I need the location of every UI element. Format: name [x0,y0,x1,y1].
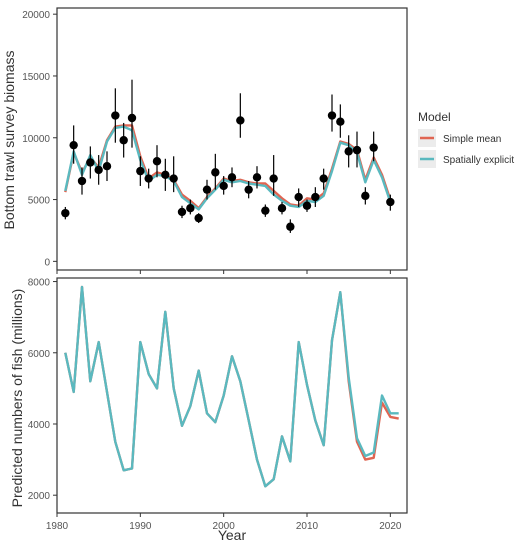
data-point [277,204,287,213]
y-tick-label: 10000 [22,134,50,145]
x-axis-label: Year [218,527,247,543]
data-point [319,174,328,183]
data-point [102,161,112,171]
bottom-panel: 2000 4000 6000 8000 1980 1990 2000 2010 2020 Pr… [9,277,408,543]
series-line-spatially-explicit [64,285,399,488]
legend-item-simple-mean: Simple mean [418,129,501,147]
y-tick-label: 8000 [28,278,51,289]
data-point [261,206,270,215]
x-tick-label: 1990 [129,521,152,532]
data-point [361,191,370,201]
top-panel: 0 5000 10000 15000 20000 Bottom trawl survey… [1,7,408,274]
data-point [202,185,212,194]
data-point [194,213,203,223]
data-point [161,170,170,180]
data-point [119,136,128,145]
data-point [127,113,137,123]
x-tick-label: 2020 [379,521,402,532]
data-point [294,192,303,202]
y-tick-label: 4000 [28,420,51,431]
data-point [336,117,345,126]
data-point [286,222,295,231]
data-point [311,192,320,202]
x-axis: 1980 1990 2000 2010 2020 [46,521,402,532]
top-y-axis-label: Bottom trawl survey biomass [1,51,17,230]
y-tick-label: 6000 [28,349,51,360]
y-tick-label: 2000 [28,491,51,502]
data-point [369,143,378,152]
top-plot-area [56,79,395,274]
data-point [236,116,245,125]
top-y-axis: 0 5000 10000 15000 20000 [22,10,57,268]
bottom-plot-area [56,285,399,517]
data-point [344,147,353,156]
data-point [61,208,70,218]
series-line-spatially-explicit [64,125,392,211]
bottom-y-axis-label: Predicted numbers of fish (millions) [9,289,25,508]
y-tick-label: 20000 [22,10,50,21]
data-point [219,181,228,191]
legend-label-spatially-explicit: Spatially explicit [443,155,514,166]
x-tick-label: 2000 [213,521,236,532]
data-point [211,168,220,177]
legend-item-spatially-explicit: Spatially explicit [418,150,514,168]
data-point [69,140,78,150]
data-point [77,176,87,186]
data-point [352,145,362,155]
legend: Model Simple mean Spatially explicit [418,110,514,168]
data-point [269,174,278,183]
data-point [186,204,195,213]
bottom-y-axis: 2000 4000 6000 8000 [28,278,57,502]
y-tick-label: 5000 [28,196,51,207]
data-point [136,166,145,176]
y-tick-label: 15000 [22,72,50,83]
data-point [144,174,153,183]
data-point [169,174,178,183]
legend-title: Model [418,110,451,124]
x-tick-label: 1980 [46,521,69,532]
data-point [327,111,337,120]
data-point [111,111,120,120]
data-point [94,165,103,175]
bottom-panel-frame [56,277,408,514]
data-point [177,207,187,217]
data-point [86,158,95,167]
data-point [252,173,262,182]
data-point [152,157,162,166]
x-tick-label: 2010 [296,521,319,532]
data-point [386,197,395,207]
data-point [302,201,312,210]
y-tick-label: 0 [44,257,50,268]
data-point [227,173,237,182]
legend-label-simple-mean: Simple mean [443,134,501,145]
data-point [244,185,253,194]
